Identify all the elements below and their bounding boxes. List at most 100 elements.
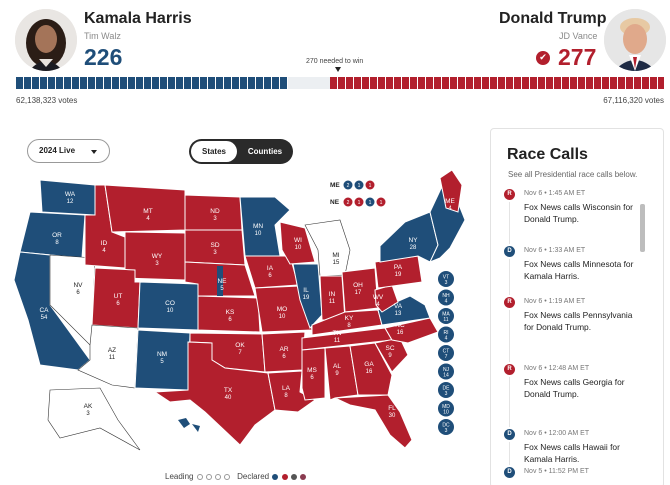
state-TX[interactable] <box>153 341 276 446</box>
race-call-time: Nov 5 • 11:52 PM ET <box>524 468 589 475</box>
state-ev-IN: 11 <box>329 299 336 305</box>
small-state-DC[interactable] <box>438 419 454 435</box>
state-label-IL: IL <box>303 287 309 294</box>
electoral-progress-bar <box>16 77 664 89</box>
state-HI[interactable] <box>178 418 200 432</box>
race-call-time: Nov 6 • 1:19 AM ET <box>524 298 586 305</box>
results-header: Kamala Harris Tim Walz 226 Donald Trump … <box>0 0 670 110</box>
small-state-ev: 7 <box>445 354 448 360</box>
legend-declared-swatch <box>290 473 297 480</box>
legend-declared-swatch <box>300 473 307 480</box>
state-label-AR: AR <box>279 346 288 353</box>
small-state-NJ[interactable] <box>438 363 454 380</box>
state-FL[interactable] <box>334 394 413 449</box>
trump-avatar[interactable] <box>604 9 666 71</box>
state-ev-OH: 17 <box>355 290 362 296</box>
harris-electoral-votes: 226 <box>84 44 123 70</box>
small-state-NH[interactable] <box>438 289 454 306</box>
state-ev-CA: 54 <box>41 315 48 321</box>
state-ev-AK: 3 <box>86 411 90 417</box>
trump-popular-votes: 67,116,320 votes <box>603 96 664 105</box>
state-ev-WV: 4 <box>376 302 380 308</box>
state-label-SD: SD <box>210 242 219 249</box>
state-ev-OR: 8 <box>55 240 59 246</box>
trump-running-mate: JD Vance <box>559 31 598 41</box>
race-calls-subtitle: See all Presidential race calls below. <box>508 170 638 179</box>
svg-text:1: 1 <box>369 183 372 189</box>
state-label-AZ: AZ <box>108 347 116 354</box>
legend-leading-swatch <box>224 473 231 480</box>
state-VA[interactable] <box>377 295 431 326</box>
small-state-MA[interactable] <box>438 308 454 324</box>
harris-name: Kamala Harris <box>84 10 192 27</box>
trump-name: Donald Trump <box>499 10 607 27</box>
svg-text:ME: ME <box>330 182 340 189</box>
state-ev-PA: 19 <box>395 272 402 278</box>
small-state-ev: 11 <box>443 317 448 323</box>
small-state-abbr: CT <box>443 349 450 355</box>
state-label-NC: NC <box>395 322 405 329</box>
legend-declared-label: Declared <box>237 472 270 481</box>
state-ev-SC: 9 <box>388 353 392 359</box>
state-MS[interactable] <box>301 347 326 401</box>
state-AK[interactable] <box>47 387 141 451</box>
race-call-time: Nov 6 • 1:33 AM ET <box>524 247 586 254</box>
state-ev-LA: 8 <box>284 393 288 399</box>
timeline-line <box>509 442 510 465</box>
small-state-ev: 3 <box>445 428 448 434</box>
toggle-states[interactable]: States <box>191 141 237 162</box>
toggle-counties[interactable]: Counties <box>247 147 283 156</box>
small-state-DE[interactable] <box>438 382 454 398</box>
small-state-MD[interactable] <box>438 400 454 417</box>
state-ME[interactable] <box>439 169 463 213</box>
state-ev-KY: 8 <box>347 323 351 329</box>
trump-electoral-votes: 277 <box>558 44 597 70</box>
map-legend: Leading Declared <box>165 472 307 481</box>
race-call-text: Fox News calls Pennsylvania for Donald T… <box>524 310 633 332</box>
state-WI[interactable] <box>279 221 316 265</box>
small-state-abbr: RI <box>444 330 449 336</box>
race-call-text: Fox News calls Wisconsin for Donald Trum… <box>524 202 633 224</box>
race-calls-scrollbar[interactable] <box>640 204 645 252</box>
state-AL[interactable] <box>324 345 359 401</box>
state-label-ID: ID <box>101 240 108 247</box>
winner-check-icon: ✔ <box>536 51 550 65</box>
state-ev-ND: 3 <box>213 216 217 222</box>
state-ev-TN: 11 <box>334 338 341 344</box>
party-badge-icon: D <box>504 429 515 440</box>
state-ev-GA: 16 <box>366 369 373 375</box>
party-badge-icon: D <box>504 246 515 257</box>
state-ev-IL: 19 <box>303 295 310 301</box>
state-label-HI: HI <box>163 438 170 445</box>
state-ev-OK: 7 <box>238 350 242 356</box>
small-state-RI[interactable] <box>438 326 454 343</box>
state-ev-NC: 16 <box>397 330 404 336</box>
state-ev-ME: 4 <box>448 206 452 212</box>
small-state-abbr: DC <box>442 423 450 429</box>
state-KS[interactable] <box>197 295 261 333</box>
state-label-ND: ND <box>210 208 220 215</box>
state-GA[interactable] <box>349 342 393 396</box>
small-state-abbr: DE <box>443 386 451 392</box>
chevron-down-icon <box>91 150 97 154</box>
year-select[interactable]: 2024 Live <box>27 139 110 163</box>
party-badge-icon: R <box>504 297 515 308</box>
state-ev-MO: 10 <box>279 314 286 320</box>
state-NC[interactable] <box>384 317 439 344</box>
state-ev-UT: 6 <box>116 301 120 307</box>
state-label-GA: GA <box>364 361 374 368</box>
small-state-CT[interactable] <box>438 345 454 361</box>
map-view-toggle[interactable]: States Counties <box>189 139 293 164</box>
small-state-VT[interactable] <box>438 271 454 287</box>
state-IL[interactable] <box>292 263 323 329</box>
state-ev-MT: 4 <box>146 216 150 222</box>
state-ev-MI: 15 <box>333 260 340 266</box>
harris-avatar[interactable] <box>15 9 77 71</box>
state-label-AL: AL <box>333 363 341 370</box>
state-ev-NY: 28 <box>410 245 417 251</box>
state-label-WY: WY <box>152 253 163 260</box>
timeline-line <box>509 310 510 362</box>
state-ev-SD: 3 <box>213 250 217 256</box>
rep-progress-fill <box>330 77 664 89</box>
